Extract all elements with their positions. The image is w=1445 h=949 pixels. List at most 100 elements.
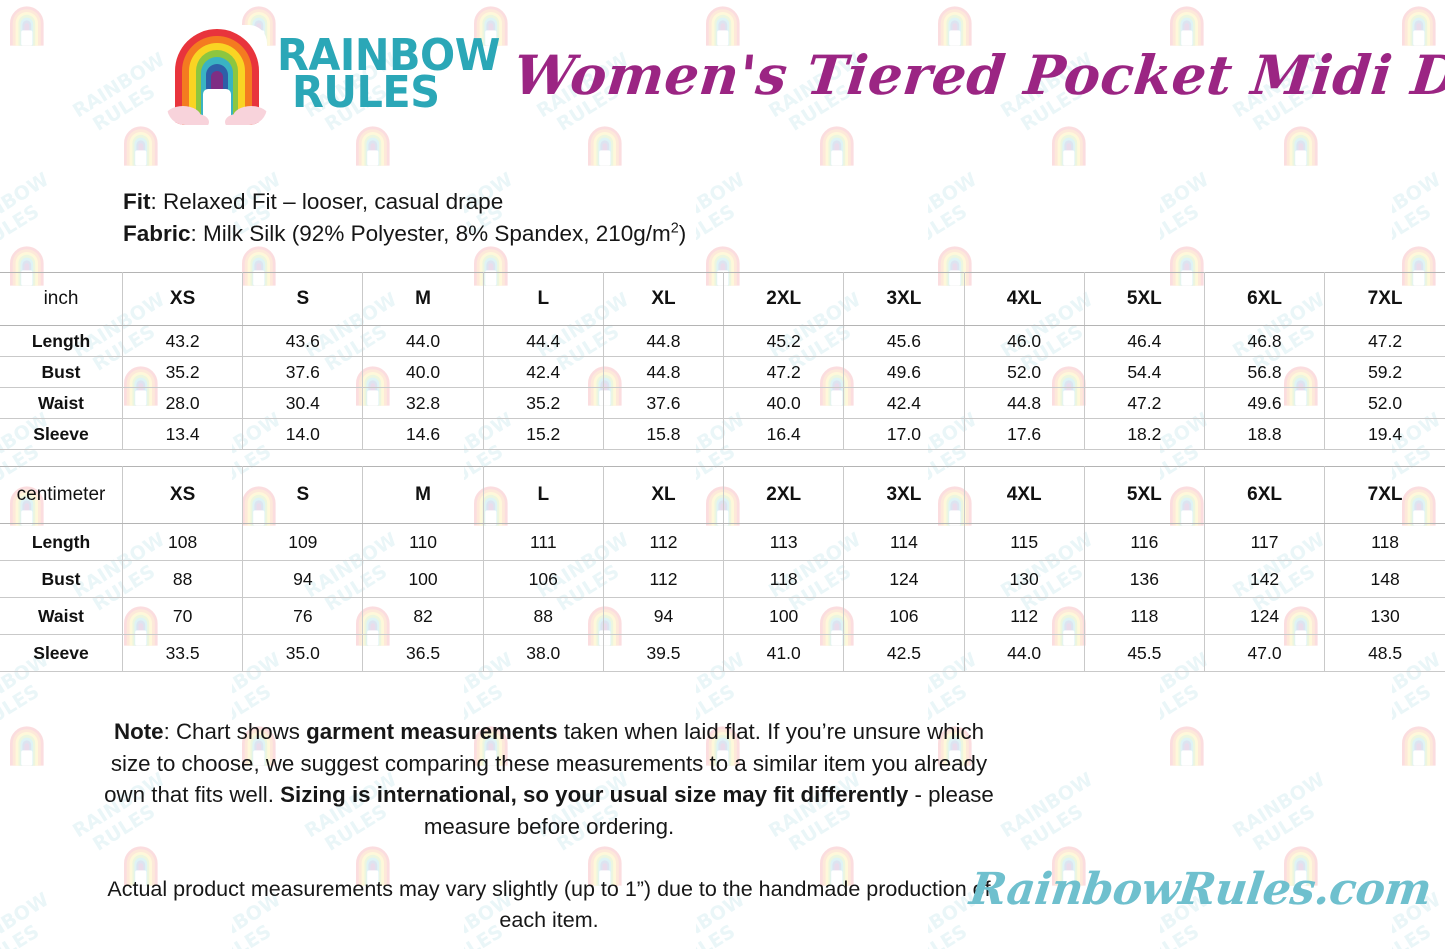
table-cell: 15.8	[602, 418, 725, 450]
table-cell: 112	[963, 597, 1085, 635]
table-cell: 45.2	[723, 325, 845, 357]
table-cell: 100	[362, 560, 484, 598]
note-seg1: : Chart shows	[163, 719, 307, 744]
table-cell: 118	[1324, 523, 1445, 561]
table-cell: 82	[362, 597, 484, 635]
table-cell: 35.2	[121, 356, 244, 388]
table-row: Bust 88 94 100 106 112 118 124 130 136 142 148	[0, 560, 1445, 598]
table-cell: 45.5	[1083, 634, 1205, 672]
cm-col-header-6xl: 6XL	[1203, 466, 1326, 524]
size-table-inch-body: Length 43.2 43.6 44.0 44.4 44.8 45.2 45.6 46.0 46…	[0, 325, 1445, 450]
table-cell: 49.6	[843, 356, 965, 388]
inch-col-header-l: L	[482, 272, 604, 326]
table-cell: 15.2	[482, 418, 604, 450]
note-bold1: garment measurements	[306, 719, 558, 744]
table-cell: 46.8	[1203, 325, 1326, 357]
table-cell: 142	[1203, 560, 1326, 598]
cm-col-header-m: M	[362, 466, 484, 524]
inch-row-header-waist: Waist	[0, 387, 123, 419]
table-cell: 115	[963, 523, 1085, 561]
spec-fit-value: Relaxed Fit – looser, casual drape	[163, 189, 504, 214]
table-cell: 112	[602, 560, 725, 598]
inch-col-header-m: M	[362, 272, 484, 326]
inch-row-header-length: Length	[0, 325, 123, 357]
table-cell: 109	[242, 523, 364, 561]
inch-col-header-xl: XL	[602, 272, 725, 326]
table-cell: 36.5	[362, 634, 484, 672]
table-cell: 17.6	[963, 418, 1085, 450]
table-cell: 37.6	[242, 356, 364, 388]
cm-row-header-length: Length	[0, 523, 123, 561]
product-specs: Fit: Relaxed Fit – looser, casual drape …	[123, 186, 686, 250]
size-table-cm-head: centimeter XS S M L XL 2XL 3XL 4XL 5XL 6XL 7XL	[0, 466, 1445, 524]
table-cell: 52.0	[963, 356, 1085, 388]
table-row: Waist 28.0 30.4 32.8 35.2 37.6 40.0 42.4 44.8 47.…	[0, 387, 1445, 419]
table-row: Sleeve 13.4 14.0 14.6 15.2 15.8 16.4 17.0 17.6 18…	[0, 418, 1445, 450]
table-row: Length 108 109 110 111 112 113 114 115 116 117 118	[0, 523, 1445, 561]
table-cell: 124	[843, 560, 965, 598]
note-block: Note: Chart shows garment measurements t…	[103, 716, 995, 843]
table-cell: 52.0	[1324, 387, 1445, 419]
cm-col-header-2xl: 2XL	[723, 466, 845, 524]
table-cell: 100	[723, 597, 845, 635]
table-cell: 40.0	[723, 387, 845, 419]
inch-col-header-s: S	[242, 272, 364, 326]
inch-col-header-5xl: 5XL	[1083, 272, 1205, 326]
table-cell: 114	[843, 523, 965, 561]
cm-col-header-l: L	[482, 466, 604, 524]
inch-col-header-6xl: 6XL	[1203, 272, 1326, 326]
table-cell: 39.5	[602, 634, 725, 672]
cm-col-header-xl: XL	[602, 466, 725, 524]
table-cell: 46.0	[963, 325, 1085, 357]
cm-row-header-bust: Bust	[0, 560, 123, 598]
table-cell: 117	[1203, 523, 1326, 561]
brand-wordmark: RAINBOW RULES	[277, 34, 500, 118]
table-cell: 32.8	[362, 387, 484, 419]
table-cell: 76	[242, 597, 364, 635]
inch-col-header-2xl: 2XL	[723, 272, 845, 326]
note-bold2: Sizing is international, so your usual s…	[280, 782, 909, 808]
spec-fit: Fit: Relaxed Fit – looser, casual drape	[123, 189, 504, 214]
table-cell: 44.8	[602, 325, 725, 357]
table-cell: 47.2	[723, 356, 845, 388]
footer-website-url: RainbowRules.com	[967, 864, 1435, 915]
inch-col-header-4xl: 4XL	[963, 272, 1085, 326]
table-cell: 16.4	[723, 418, 845, 450]
rainbow-arch-logo-icon	[165, 23, 269, 127]
table-cell: 45.6	[843, 325, 965, 357]
table-cell: 88	[121, 560, 244, 598]
brand-word-rules: RULES	[292, 67, 440, 118]
table-cell: 40.0	[362, 356, 484, 388]
spec-fabric: Fabric: Milk Silk (92% Polyester, 8% Spa…	[123, 220, 687, 246]
spec-fabric-value-post: )	[678, 220, 687, 246]
table-cell: 94	[602, 597, 725, 635]
table-row: Bust 35.2 37.6 40.0 42.4 44.8 47.2 49.6 52.0 54.4…	[0, 356, 1445, 388]
table-cell: 44.8	[963, 387, 1085, 419]
spec-fabric-label: Fabric	[123, 220, 191, 246]
size-table-centimeter: centimeter XS S M L XL 2XL 3XL 4XL 5XL 6XL 7XL Leng…	[0, 466, 1445, 672]
note-label: Note	[114, 719, 164, 744]
table-cell: 88	[482, 597, 604, 635]
table-cell: 108	[121, 523, 244, 561]
cm-col-header-7xl: 7XL	[1324, 466, 1445, 524]
table-cell: 37.6	[602, 387, 725, 419]
table-cell: 19.4	[1324, 418, 1445, 450]
table-cell: 30.4	[242, 387, 364, 419]
table-cell: 124	[1203, 597, 1326, 635]
cm-col-header-3xl: 3XL	[843, 466, 965, 524]
table-cell: 44.8	[602, 356, 725, 388]
table-cell: 42.4	[843, 387, 965, 419]
table-cell: 136	[1083, 560, 1205, 598]
table-cell: 47.0	[1203, 634, 1326, 672]
table-cell: 42.5	[843, 634, 965, 672]
spec-fabric-superscript: 2	[670, 220, 679, 237]
table-cell: 56.8	[1203, 356, 1326, 388]
table-cell: 33.5	[121, 634, 244, 672]
table-cell: 14.6	[362, 418, 484, 450]
table-cell: 106	[482, 560, 604, 598]
size-table-cm-body: Length 108 109 110 111 112 113 114 115 116 117 118 B…	[0, 523, 1445, 672]
table-cell: 14.0	[242, 418, 364, 450]
table-cell: 59.2	[1324, 356, 1445, 388]
cm-row-header-waist: Waist	[0, 597, 123, 635]
